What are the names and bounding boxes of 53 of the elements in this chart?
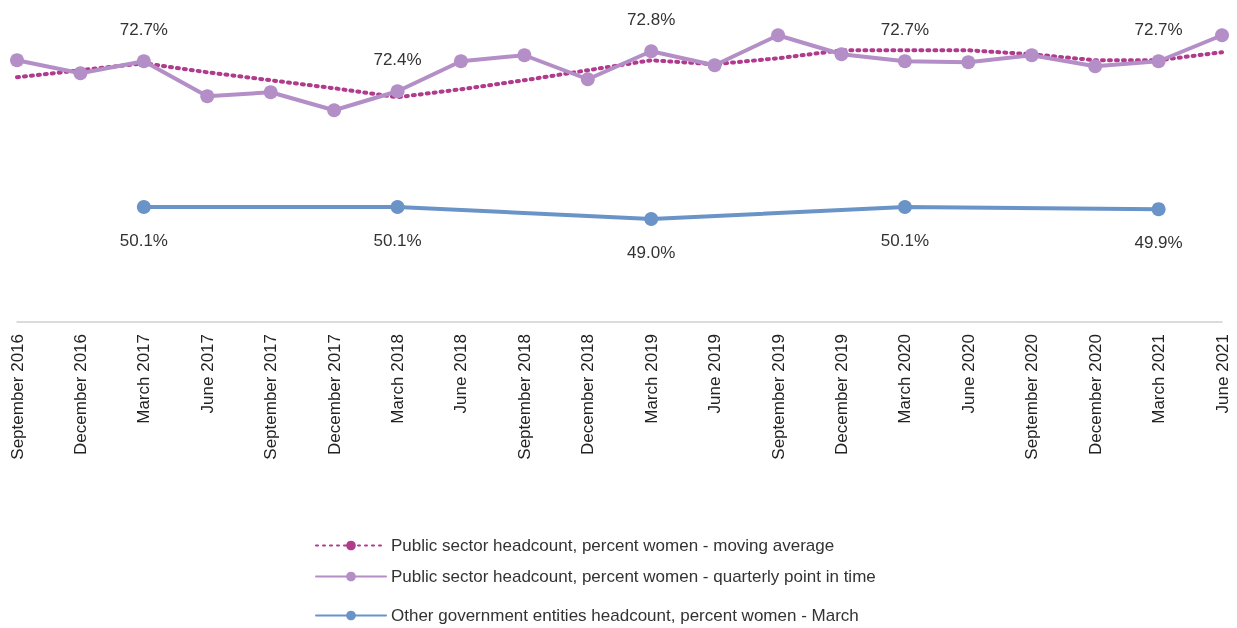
point — [517, 48, 532, 63]
data-label: 49.9% — [1134, 233, 1183, 253]
point — [707, 58, 722, 73]
data-label: 72.7% — [1134, 20, 1183, 40]
point — [390, 84, 405, 99]
data-label: 72.8% — [627, 10, 676, 30]
data-label: 72.7% — [119, 20, 168, 40]
point — [897, 54, 912, 69]
x-tick-label: March 2021 — [1149, 334, 1169, 424]
x-tick-label: December 2016 — [70, 334, 90, 455]
x-tick-label: June 2020 — [958, 334, 978, 414]
x-tick-label: June 2018 — [451, 334, 471, 414]
x-tick-label: June 2021 — [1212, 334, 1232, 414]
x-tick-label: September 2019 — [768, 334, 788, 460]
x-tick-label: June 2019 — [705, 334, 725, 414]
data-label: 50.1% — [119, 230, 168, 250]
point — [1215, 28, 1229, 43]
point — [580, 72, 595, 87]
point — [453, 54, 468, 69]
x-tick-label: September 2016 — [7, 334, 27, 460]
point — [263, 85, 278, 100]
point — [834, 47, 849, 62]
point — [200, 89, 215, 104]
x-tick-label: September 2017 — [261, 334, 281, 460]
point — [327, 103, 342, 118]
x-tick-label: December 2020 — [1085, 334, 1105, 455]
x-tick-label: December 2018 — [578, 334, 598, 455]
x-tick-label: March 2017 — [134, 334, 154, 424]
x-tick-label: March 2019 — [641, 334, 661, 424]
point — [73, 66, 88, 81]
point — [1024, 48, 1039, 63]
legend-label: Public sector headcount, percent women - quarterly point in time — [391, 567, 876, 586]
point — [771, 28, 786, 43]
data-label: 50.1% — [373, 230, 422, 250]
point — [136, 54, 151, 69]
point — [10, 53, 24, 68]
data-label: 72.7% — [880, 20, 929, 40]
legend-label: Public sector headcount, percent women - moving average — [391, 536, 835, 555]
x-tick-label: September 2020 — [1022, 334, 1042, 460]
x-tick-label: December 2017 — [324, 334, 344, 455]
data-label: 50.1% — [880, 230, 929, 250]
legend-label: Other government entities headcount, percent women - March — [391, 606, 859, 625]
point — [1088, 59, 1103, 74]
point — [1151, 54, 1166, 69]
x-tick-label: March 2018 — [388, 334, 408, 424]
x-tick-label: September 2018 — [514, 334, 534, 460]
point — [644, 44, 659, 59]
x-tick-label: December 2019 — [831, 334, 851, 455]
point — [961, 55, 976, 70]
data-label: 49.0% — [627, 242, 676, 262]
x-tick-label: March 2020 — [895, 334, 915, 424]
x-tick-label: June 2017 — [197, 334, 217, 414]
data-label: 72.4% — [373, 50, 422, 70]
